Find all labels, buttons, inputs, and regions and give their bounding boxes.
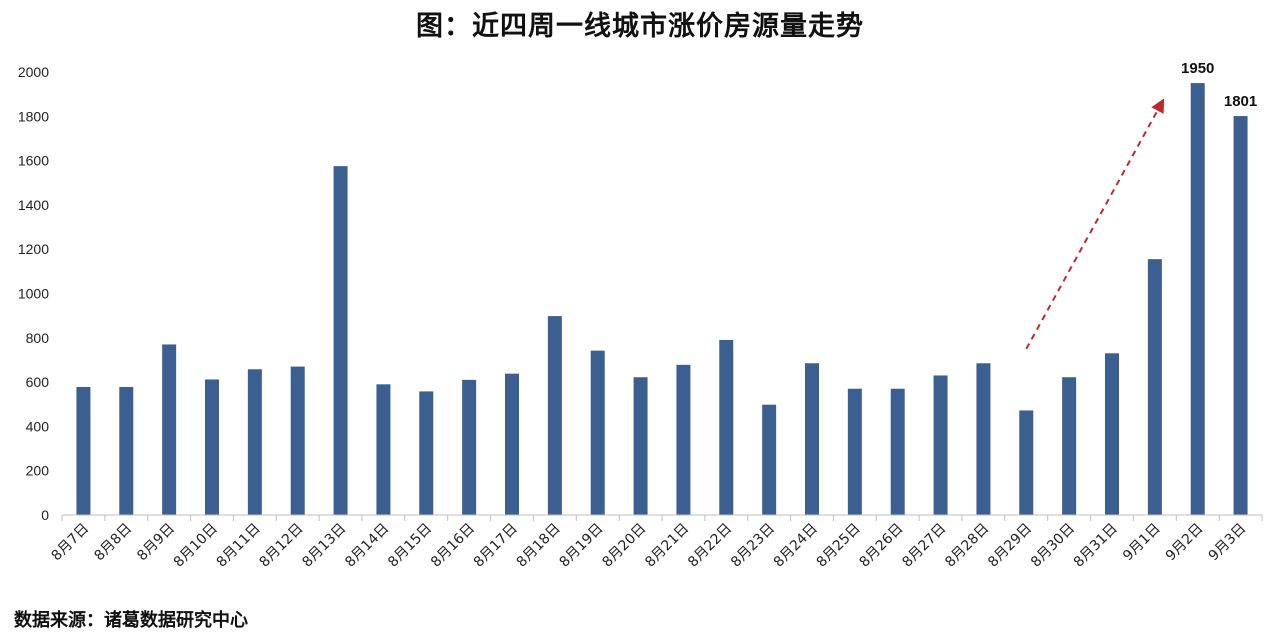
x-tick-label: 8月16日 (428, 521, 478, 571)
x-tick-label: 8月7日 (49, 521, 93, 565)
bar (1190, 83, 1205, 515)
y-tick-label: 1400 (18, 197, 49, 213)
x-tick-label: 8月17日 (471, 521, 521, 571)
data-labels: 1950 1801 (1181, 60, 1257, 110)
bar (805, 363, 819, 515)
x-tick-label: 8月25日 (814, 521, 864, 571)
bar (1019, 410, 1034, 515)
bar-series (76, 83, 1248, 516)
y-tick-label: 1200 (18, 241, 49, 257)
x-tick-label: 8月10日 (171, 521, 221, 571)
bar (1062, 377, 1077, 515)
y-tick-label: 400 (26, 418, 50, 434)
trend-arrow (1025, 98, 1165, 350)
x-tick-label: 8月23日 (728, 521, 778, 571)
data-label: 1801 (1224, 93, 1257, 110)
bar (1233, 116, 1248, 516)
bar (719, 340, 734, 515)
x-tick-label: 8月19日 (557, 521, 607, 571)
bar (333, 166, 348, 515)
x-tick-label: 9月2日 (1163, 521, 1207, 565)
x-tick-label: 8月26日 (857, 521, 907, 571)
chart-title: 图：近四周一线城市涨价房源量走势 (416, 11, 864, 42)
bar (505, 373, 519, 515)
x-tick-label: 8月12日 (257, 521, 307, 571)
bar (247, 369, 262, 515)
bar (847, 388, 862, 515)
bar (547, 316, 562, 515)
bar (1147, 259, 1162, 515)
y-tick-label: 1800 (18, 108, 49, 124)
x-tick-label: 9月1日 (1120, 521, 1164, 565)
bar (419, 391, 434, 515)
bar (676, 364, 691, 515)
x-tick-label: 8月30日 (1028, 521, 1078, 571)
x-tick-label: 8月31日 (1071, 521, 1121, 571)
y-tick-label: 200 (26, 463, 50, 479)
x-tick-label: 8月8日 (91, 521, 135, 565)
bar-chart: 0 200 400 600 800 1000 1200 1400 1600 1800 2000 8月… (18, 60, 1263, 571)
bar (1105, 353, 1119, 515)
trend-annotation (1025, 98, 1165, 350)
bar (462, 379, 477, 515)
bar (76, 386, 91, 515)
x-tick-label: 8月11日 (214, 521, 264, 571)
x-tick-label: 8月28日 (942, 521, 992, 571)
bar (162, 344, 177, 515)
y-tick-label: 800 (26, 330, 50, 346)
bar (762, 404, 777, 515)
x-tick-label: 8月21日 (642, 521, 692, 571)
x-tick-label: 8月20日 (599, 521, 649, 571)
bar (976, 363, 991, 515)
y-tick-label: 1600 (18, 153, 49, 169)
x-tick-label: 8月15日 (385, 521, 435, 571)
bar (376, 384, 391, 515)
x-tick-label: 9月3日 (1206, 521, 1250, 565)
x-tick-label: 8月27日 (899, 521, 949, 571)
y-axis: 0 200 400 600 800 1000 1200 1400 1600 1800 2000 (18, 64, 49, 523)
x-tick-label: 8月13日 (299, 521, 349, 571)
bar (290, 366, 305, 515)
x-tick-label: 8月14日 (342, 521, 392, 571)
bar (205, 379, 219, 515)
bar (890, 388, 905, 515)
y-tick-label: 0 (41, 507, 49, 523)
x-axis: 8月7日 8月8日 8月9日8月10日8月11日8月12日8月13日8月14日8月1… (49, 514, 1263, 571)
y-tick-label: 2000 (18, 64, 49, 80)
x-tick-label: 8月18日 (514, 521, 564, 571)
y-tick-label: 1000 (18, 286, 49, 302)
x-tick-label: 8月24日 (771, 521, 821, 571)
data-label: 1950 (1181, 60, 1214, 77)
x-tick-label: 8月22日 (685, 521, 735, 571)
bar (590, 350, 605, 515)
bar (633, 377, 648, 515)
x-tick-label: 8月29日 (985, 521, 1035, 571)
source-note: 数据来源：诸葛数据研究中心 (14, 610, 248, 631)
bar (119, 386, 134, 515)
bar (933, 375, 948, 515)
y-tick-label: 600 (26, 374, 50, 390)
